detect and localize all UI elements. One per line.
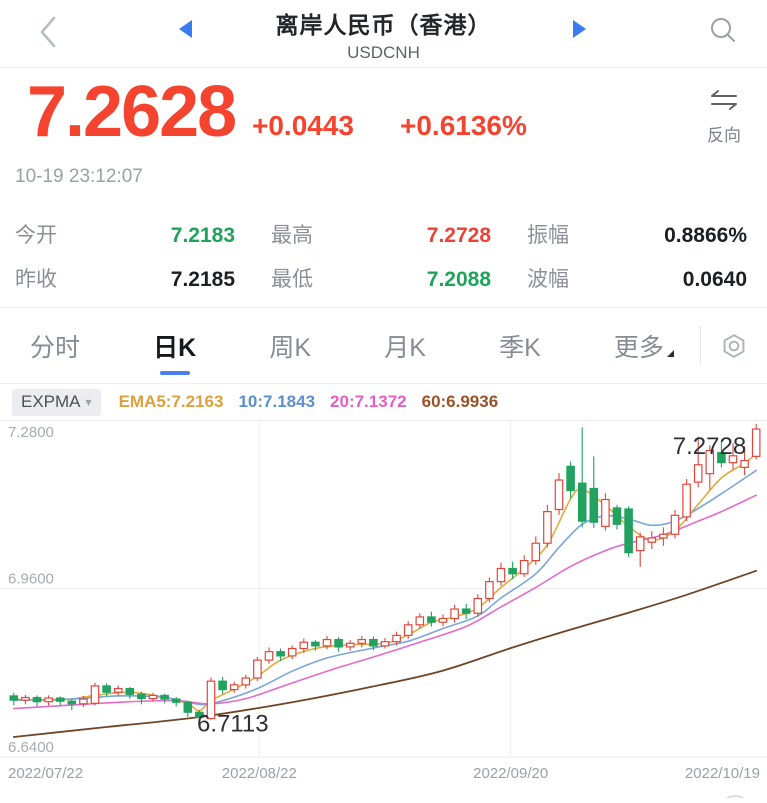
tab-more[interactable]: 更多	[614, 308, 674, 383]
gear-icon	[723, 333, 745, 358]
svg-text:2022/09/20: 2022/09/20	[473, 765, 548, 782]
stat-high: 最高 7.2728	[271, 224, 491, 247]
chart-settings-button[interactable]	[701, 308, 767, 383]
tab-monthly-k[interactable]: 月K	[384, 333, 426, 362]
kline-chart[interactable]: 7.2728 6.7113 7.2800 6.9600 6.6400 2022/07/22…	[0, 420, 767, 803]
swap-arrows-icon	[711, 90, 737, 110]
period-tabbar: 分时 日K 周K 月K 季K 更多	[0, 308, 767, 384]
tab-daily-k[interactable]: 日K	[153, 308, 196, 383]
stat-range: 波幅 0.0640	[527, 268, 747, 291]
more-caret-icon	[666, 350, 674, 357]
next-symbol-icon[interactable]	[573, 20, 586, 38]
stat-prev-close: 昨收 7.2185	[15, 268, 235, 291]
stats-grid: 今开 7.2183 最高 7.2728 振幅 0.8866% 昨收 7.2185…	[0, 200, 767, 308]
chart-area: 7.2728 6.7113 7.2800 6.9600 6.6400 2022/07/22…	[0, 420, 767, 803]
ema-legend: EMA5:7.2163 10:7.1843 20:7.1372 60:6.993…	[119, 392, 499, 412]
ema10-value: 10:7.1843	[238, 392, 316, 411]
search-icon[interactable]	[709, 16, 737, 44]
current-price: 7.2628	[27, 72, 237, 152]
svg-text:2022/07/22: 2022/07/22	[8, 765, 83, 782]
svg-text:7.2800: 7.2800	[8, 424, 54, 441]
svg-text:6.7113: 6.7113	[197, 711, 269, 738]
indicator-selector[interactable]: EXPMA ▾	[12, 388, 101, 416]
tab-minute[interactable]: 分时	[30, 333, 81, 362]
ema20-value: 20:7.1372	[330, 392, 407, 411]
reverse-pair-button[interactable]: 反向	[701, 88, 747, 146]
prev-symbol-icon[interactable]	[179, 20, 192, 38]
tab-quarterly-k[interactable]: 季K	[499, 333, 541, 362]
svg-text:7.2728: 7.2728	[673, 433, 746, 460]
price-change: +0.0443	[252, 110, 354, 141]
svg-text:6.9600: 6.9600	[8, 571, 54, 588]
tab-weekly-k[interactable]: 周K	[269, 333, 312, 362]
stat-open: 今开 7.2183	[15, 224, 235, 247]
stat-amplitude: 振幅 0.8866%	[527, 224, 747, 247]
stat-low: 最低 7.2088	[271, 268, 491, 291]
svg-text:6.6400: 6.6400	[8, 739, 54, 756]
ema60-value: 60:6.9936	[421, 392, 499, 411]
svg-text:2022/08/22: 2022/08/22	[222, 765, 297, 782]
reverse-label: 反向	[707, 126, 741, 145]
tabbar-divider	[700, 326, 701, 365]
page-title: 离岸人民币（香港）	[275, 12, 492, 38]
svg-text:2022/10/19: 2022/10/19	[685, 765, 760, 782]
symbol-code: USDCNH	[347, 43, 420, 62]
chevron-down-icon: ▾	[85, 395, 92, 409]
indicator-row: EXPMA ▾ EMA5:7.2163 10:7.1843 20:7.1372 …	[0, 384, 767, 420]
back-icon[interactable]	[38, 15, 58, 49]
price-section: 7.2628 +0.0443 +0.6136% 反向 10-19 23:12:0…	[0, 68, 767, 200]
header: 离岸人民币（香港） USDCNH	[0, 0, 767, 68]
ema5-value: EMA5:7.2163	[118, 392, 224, 411]
quote-timestamp: 10-19 23:12:07	[15, 166, 143, 187]
price-change-percent: +0.6136%	[400, 110, 527, 141]
